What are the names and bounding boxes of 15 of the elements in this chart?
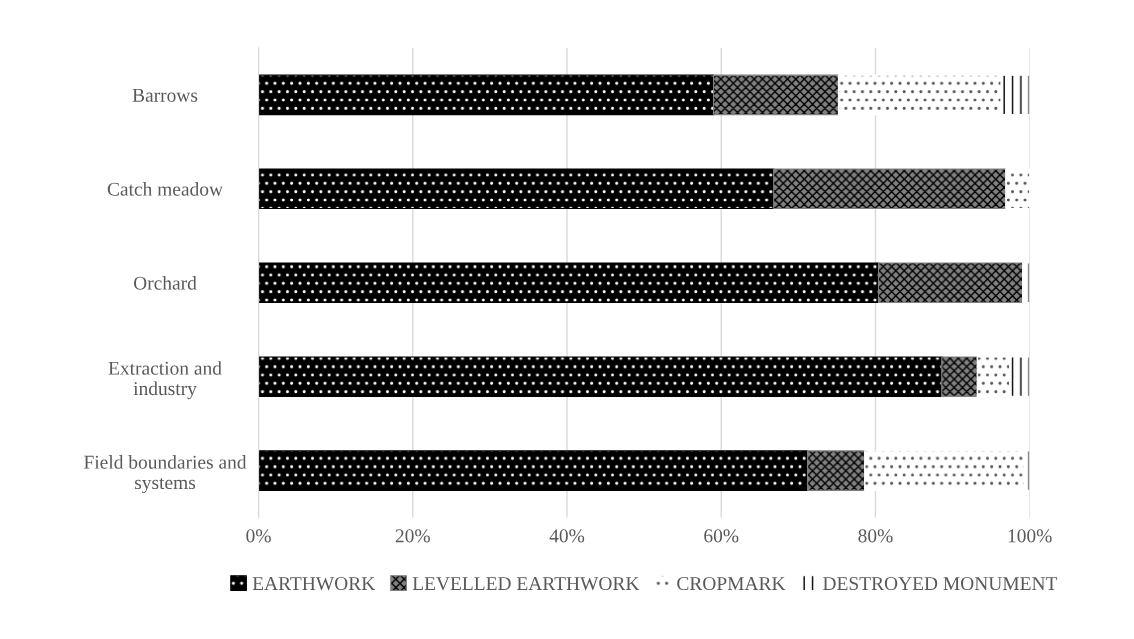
y-tick-label: Barrows [132,88,198,102]
y-tick-label: Orchard [133,276,197,290]
x-tick-label: 100% [1008,529,1052,543]
y-tick-label: Field boundaries and systems [84,455,247,494]
legend-label: DESTROYED MONUMENT [823,577,1058,591]
y-tick-label: Extraction and industry [108,361,222,400]
legend-label: LEVELLED EARTHWORK [412,577,640,591]
y-tick-label: Catch meadow [107,182,223,196]
x-tick-label: 40% [549,529,585,543]
x-tick-label: 0% [246,529,271,543]
legend-label: EARTHWORK [252,577,376,591]
x-tick-label: 80% [858,529,893,543]
x-tick-label: 60% [704,529,739,543]
legend-label: CROPMARK [677,577,786,591]
x-tick-label: 20% [395,529,430,543]
